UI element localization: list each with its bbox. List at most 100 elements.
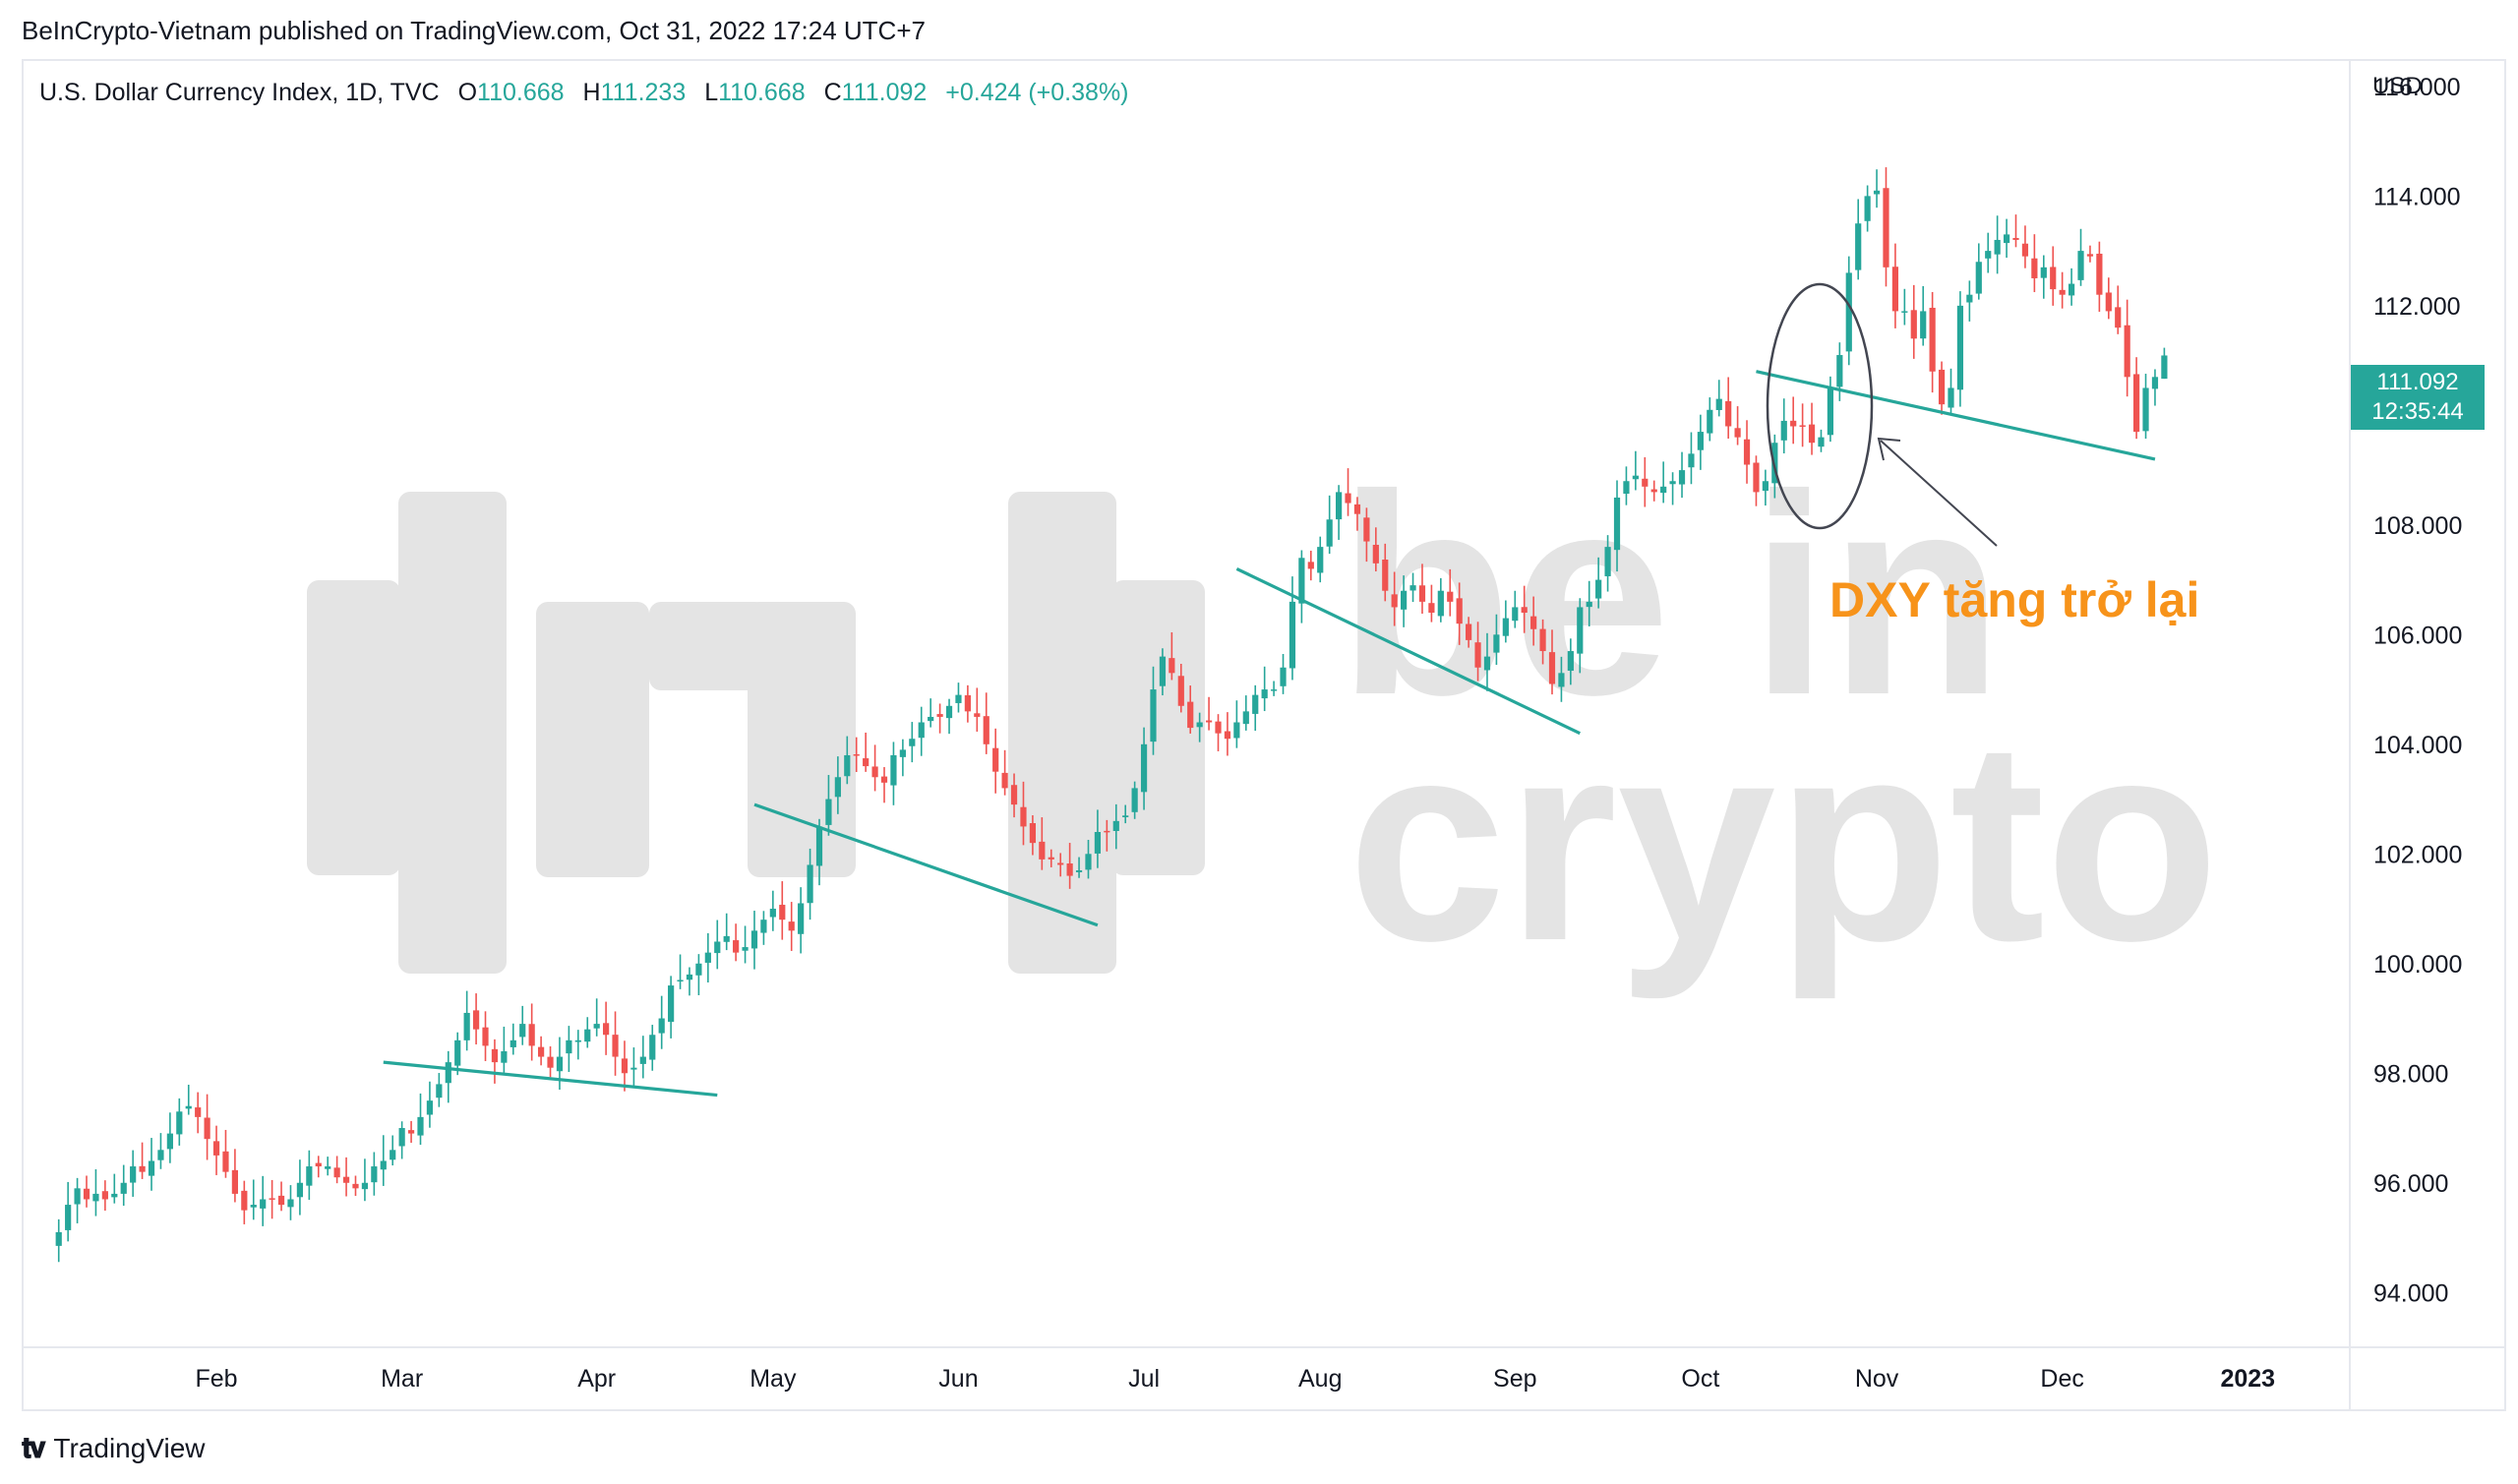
candle-body	[918, 722, 925, 739]
candle-body	[863, 758, 869, 767]
candle-body	[612, 1035, 619, 1057]
candle-body	[1401, 590, 1408, 610]
candle-body	[1864, 196, 1871, 221]
candle-body	[83, 1188, 90, 1200]
price-tick-label: 112.000	[2373, 293, 2461, 321]
candle-body	[714, 941, 721, 954]
candle-body	[166, 1133, 173, 1150]
candle-body	[686, 974, 693, 980]
candle-body	[974, 713, 981, 717]
candle-body	[853, 754, 860, 756]
candle-body	[2133, 374, 2140, 433]
candle-body	[1196, 722, 1203, 728]
legend-low-label: L	[704, 79, 719, 106]
candle-body	[964, 694, 971, 712]
candle-body	[222, 1151, 229, 1172]
candle-body	[1280, 667, 1287, 686]
watermark-line2: crypto	[1348, 682, 2219, 1001]
candle-body	[1715, 398, 1722, 410]
time-axis[interactable]: Feb Mar Apr May Jun Jul Aug Sep Oct Nov Dec 2023	[22, 1346, 2506, 1393]
time-tick-label: Jun	[938, 1365, 978, 1393]
candle-body	[342, 1176, 350, 1183]
candle-body	[2012, 237, 2019, 240]
candle-body	[445, 1062, 451, 1084]
candle-body	[1493, 634, 1500, 653]
candle-body	[528, 1024, 535, 1046]
candle-body	[1938, 369, 1946, 405]
price-tick-label: 104.000	[2373, 732, 2462, 759]
legend-high-value: 111.233	[600, 79, 687, 106]
candle-body	[574, 1039, 581, 1042]
candle-body	[1966, 294, 1973, 303]
support-trendline	[383, 1060, 718, 1098]
candle-body	[890, 754, 897, 786]
candle-body	[1818, 437, 1825, 447]
candle-body	[1010, 785, 1018, 805]
candle-body	[1613, 497, 1621, 551]
candle-body	[120, 1182, 127, 1194]
candle-body	[1177, 676, 1184, 706]
legend-change: +0.424 (+0.38%)	[945, 79, 1129, 106]
candle-body	[1827, 387, 1834, 436]
candle-body	[1512, 607, 1519, 622]
candle-body	[844, 754, 851, 777]
time-tick-label: May	[749, 1365, 797, 1393]
annotation-layer: DXY tăng trở lại	[1766, 282, 2199, 627]
candle-body	[2031, 258, 2038, 278]
candle-body	[1122, 815, 1129, 817]
candle-body	[1242, 711, 1249, 725]
time-tick-label: Feb	[195, 1365, 237, 1393]
ohlc-legend: U.S. Dollar Currency Index, 1D, TVC O110…	[39, 79, 1129, 107]
tradingview-logo-icon: 𝐭𝐯	[22, 1432, 45, 1464]
price-tick-label: 98.000	[2373, 1060, 2448, 1088]
price-tick-label: 114.000	[2373, 183, 2461, 210]
candle-body	[1771, 443, 1778, 484]
candle-body	[1159, 656, 1167, 686]
candle-body	[352, 1183, 359, 1189]
candle-body	[2115, 307, 2122, 328]
candle-body	[1085, 854, 1092, 870]
legend-low-value: 110.668	[718, 79, 806, 106]
candle-body	[269, 1198, 275, 1200]
candle-body	[2124, 325, 2130, 378]
price-tick-label: 116.000	[2373, 74, 2461, 101]
candle-body	[148, 1160, 155, 1176]
candle-body	[1353, 504, 1361, 514]
candle-body	[1642, 478, 1649, 487]
candle-body	[1001, 772, 1008, 789]
candle-body	[630, 1067, 637, 1070]
candle-body	[1261, 689, 1268, 699]
candle-body	[157, 1150, 164, 1160]
candle-body	[1632, 475, 1639, 480]
tradingview-footer[interactable]: 𝐭𝐯 TradingView	[22, 1432, 206, 1465]
candle-body	[593, 1024, 600, 1029]
candle-body	[1345, 493, 1351, 504]
price-axis[interactable]: 94.000 96.000 98.000 100.000 102.000 104.000 1…	[2349, 59, 2462, 1409]
candle-body	[983, 716, 989, 744]
tradingview-brand: TradingView	[53, 1433, 206, 1463]
candle-body	[501, 1050, 508, 1063]
candle-body	[1910, 310, 1917, 339]
support-trendline	[1235, 566, 1581, 736]
candle-body	[1418, 585, 1426, 602]
candle-body	[1502, 618, 1509, 636]
annotation-arrowhead	[1877, 437, 1901, 461]
candle-body	[491, 1048, 499, 1063]
candle-body	[1873, 190, 1881, 195]
candle-body	[1104, 830, 1110, 833]
candle-body	[1298, 558, 1305, 604]
candle-body	[1409, 585, 1416, 591]
candle-body	[1920, 311, 1927, 339]
candle-body	[1845, 272, 1852, 352]
candle-body	[2086, 254, 2094, 257]
candle-body	[1577, 607, 1584, 654]
candle-body	[1595, 579, 1602, 599]
candle-body	[945, 705, 953, 719]
candle-body	[1335, 492, 1343, 520]
candle-body	[899, 749, 906, 757]
candle-body	[361, 1182, 369, 1190]
candle-body	[1883, 188, 1889, 267]
candle-body	[769, 909, 776, 918]
candle-body	[1623, 481, 1630, 495]
